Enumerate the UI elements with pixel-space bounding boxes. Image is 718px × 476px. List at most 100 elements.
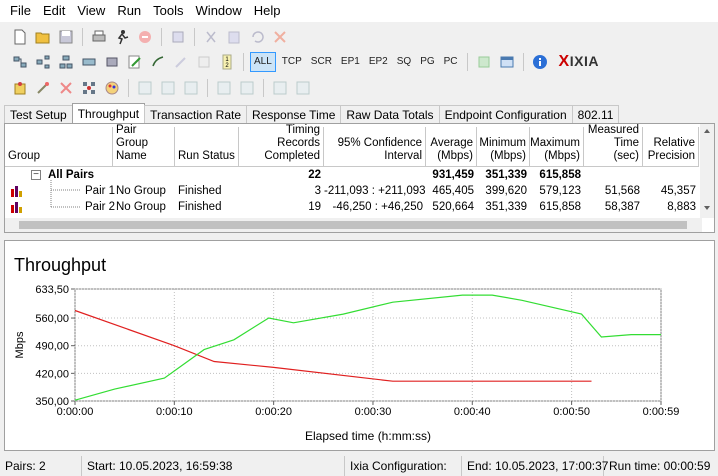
pair-chart-icon [11,186,22,197]
layout-icon-5[interactable] [237,78,257,98]
menu-file[interactable]: File [10,3,31,18]
main-toolbar [0,24,718,50]
menu-view[interactable]: View [77,3,106,18]
status-pairs: Pairs: 2 [0,456,82,476]
open-folder-icon[interactable] [33,27,53,47]
throughput-chart-panel: Throughput 350,00 420,00 490,00 560,00 633,50… [4,240,715,451]
menu-run[interactable]: Run [117,3,142,18]
column-header-confidence[interactable]: 95% Confidence Interval [324,127,426,167]
layout-icon-6[interactable] [270,78,290,98]
tab-throughput[interactable]: Throughput [71,103,146,123]
info-icon[interactable] [530,52,550,72]
run-status: Finished [178,185,222,197]
svg-text:2: 2 [225,63,229,69]
toolbar-separator [263,79,264,97]
toolbar-separator [82,28,83,46]
average: 465,405 [432,185,474,197]
print-icon[interactable] [89,27,109,47]
column-header-minimum[interactable]: Minimum (Mbps) [477,127,530,167]
menu-window[interactable]: Window [195,3,242,18]
new-file-icon[interactable] [10,27,30,47]
column-header-relative-precision[interactable]: Relative Precision [643,127,699,167]
toolbar-separator [207,79,208,97]
x-tick-label: 0:00:10 [156,406,193,418]
average: 520,664 [432,201,474,213]
menu-tools[interactable]: Tools [153,3,184,18]
status-start: Start: 10.05.2023, 16:59:38 [82,456,345,476]
tab-test-setup[interactable]: Test Setup [4,105,73,123]
collapse-toggle[interactable]: − [31,170,41,180]
run-icon[interactable] [112,27,132,47]
wand-icon[interactable] [33,78,53,98]
tab-802-11[interactable]: 802.11 [571,105,620,123]
copy-icon[interactable] [168,27,188,47]
x-tick-label: 0:00:20 [255,406,292,418]
column-header-group[interactable]: Group [5,127,113,167]
pencil-icon[interactable] [171,52,191,72]
endpoint-icon[interactable] [10,78,30,98]
filter-tcp-button[interactable]: TCP [281,56,302,67]
tab-raw-data-totals[interactable]: Raw Data Totals [340,105,440,123]
layout-icon-4[interactable] [214,78,234,98]
menu-bar: File Edit View Run Tools Window Help [0,0,718,22]
filter-scr-button[interactable]: SCR [310,56,332,67]
layout-icon-3[interactable] [181,78,201,98]
palette-icon[interactable] [102,78,122,98]
save-icon[interactable] [56,27,76,47]
topology-icon[interactable] [79,78,99,98]
svg-text:1: 1 [225,57,229,63]
filter-pg-button[interactable]: PG [420,56,435,67]
refresh-icon[interactable] [474,52,494,72]
column-header-pair-group-name[interactable]: Pair Group Name [113,124,175,167]
measured-time: 51,568 [604,185,640,197]
menu-help[interactable]: Help [253,3,281,18]
timing-records: 3 [314,185,321,197]
tab-response-time[interactable]: Response Time [246,105,342,123]
x-tick-label: 0:00:40 [454,406,491,418]
tools-icon[interactable] [56,78,76,98]
filter-ep1-button[interactable]: EP1 [340,56,360,67]
column-header-measured-time[interactable]: Measured Time (sec) [584,124,643,167]
filter-sq-button[interactable]: SQ [396,56,412,67]
y-tick-label: 420,00 [35,368,69,380]
grid-horizontal-scrollbar[interactable] [5,218,702,232]
add-pair-icon[interactable] [10,52,30,72]
tab-endpoint-configuration[interactable]: Endpoint Configuration [438,105,573,123]
undo-icon[interactable] [247,27,267,47]
column-header-maximum[interactable]: Maximum (Mbps) [530,127,584,167]
delete-icon[interactable] [270,27,290,47]
grid-vertical-scrollbar[interactable] [700,124,714,218]
layout-icon-7[interactable] [293,78,313,98]
pair-name: Pair 1 [85,185,116,197]
layout-icon-1[interactable] [135,78,155,98]
edit-icon[interactable] [125,52,145,72]
network-icon[interactable] [56,52,76,72]
stop-icon[interactable] [135,27,155,47]
pair-chart-icon [11,202,22,213]
script-icon[interactable] [148,52,168,72]
ixia-logo: XIXIA [558,53,599,70]
cut-icon[interactable] [201,27,221,47]
filter-ep2-button[interactable]: EP2 [368,56,388,67]
hardware-icon[interactable] [102,52,122,72]
all-pairs-label: All Pairs [48,169,95,181]
column-header-timing-records[interactable]: Timing Records Completed [239,124,324,167]
paste-icon[interactable] [224,27,244,47]
column-header-average[interactable]: Average (Mbps) [426,127,477,167]
plot-area [74,288,662,402]
layout-icon-2[interactable] [158,78,178,98]
horizontal-scroll-thumb[interactable] [19,221,687,229]
add-multicast-icon[interactable] [33,52,53,72]
menu-edit[interactable]: Edit [42,3,66,18]
filter-all-button[interactable]: ALL [250,52,276,72]
window-icon[interactable] [497,52,517,72]
relative-precision: 45,357 [660,185,696,197]
pair-name: Pair 2 [85,201,116,213]
filter-icon[interactable] [194,52,214,72]
filter-pc-button[interactable]: PC [443,56,458,67]
toolbar-separator [522,53,524,71]
tab-transaction-rate[interactable]: Transaction Rate [144,105,248,123]
device-icon[interactable] [79,52,99,72]
column-header-run-status[interactable]: Run Status [175,127,239,167]
